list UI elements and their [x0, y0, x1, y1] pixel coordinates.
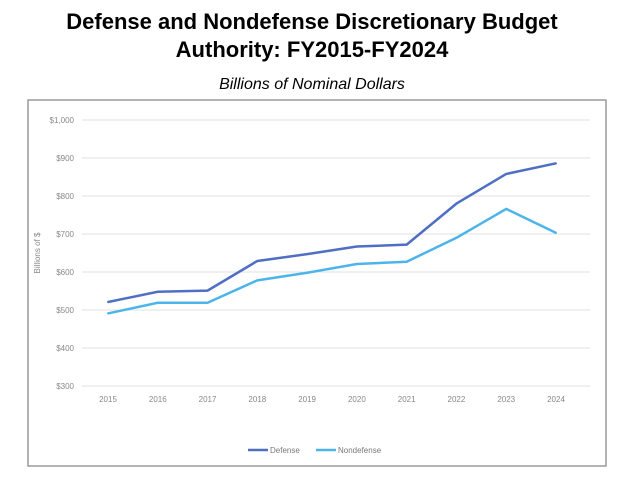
x-tick-label: 2018: [248, 395, 266, 404]
data-point-defense: [256, 259, 259, 262]
data-point-defense: [355, 245, 358, 248]
x-tick-label: 2022: [448, 395, 466, 404]
x-tick-label: 2015: [99, 395, 117, 404]
data-point-nondefense: [355, 263, 358, 266]
data-point-nondefense: [505, 207, 508, 210]
y-tick-label: $900: [56, 154, 74, 163]
data-point-defense: [306, 253, 309, 256]
y-tick-label: $400: [56, 344, 74, 353]
data-point-defense: [505, 172, 508, 175]
x-tick-label: 2019: [298, 395, 316, 404]
x-tick-label: 2021: [398, 395, 416, 404]
x-tick-label: 2024: [547, 395, 565, 404]
data-point-defense: [206, 289, 209, 292]
y-tick-label: $300: [56, 382, 74, 391]
chart-frame: [27, 99, 607, 467]
data-point-nondefense: [306, 271, 309, 274]
data-point-nondefense: [206, 301, 209, 304]
data-point-defense: [156, 290, 159, 293]
x-tick-label: 2023: [497, 395, 515, 404]
data-point-defense: [555, 162, 557, 165]
legend-label-defense: Defense: [270, 446, 300, 455]
chart-title-line-1: Defense and Nondefense Discretionary Bud…: [66, 9, 558, 34]
y-tick-label: $800: [56, 192, 74, 201]
x-tick-label: 2016: [149, 395, 167, 404]
data-point-nondefense: [455, 236, 458, 239]
data-point-nondefense: [156, 301, 159, 304]
data-point-nondefense: [555, 231, 557, 234]
y-tick-label: $700: [56, 230, 74, 239]
data-point-nondefense: [107, 312, 109, 315]
x-tick-label: 2017: [199, 395, 217, 404]
data-point-nondefense: [405, 260, 408, 263]
series-line-defense: [107, 162, 557, 304]
data-point-defense: [107, 301, 109, 304]
series-line-nondefense: [107, 207, 557, 315]
y-tick-label: $1,000: [50, 116, 75, 125]
y-axis-label: Billions of $: [33, 232, 42, 273]
x-tick-label: 2020: [348, 395, 366, 404]
y-tick-label: $500: [56, 306, 74, 315]
data-point-defense: [405, 243, 408, 246]
y-tick-label: $600: [56, 268, 74, 277]
data-point-defense: [455, 202, 458, 205]
data-point-nondefense: [256, 279, 259, 282]
legend-label-nondefense: Nondefense: [338, 446, 382, 455]
chart-subtitle: Billions of Nominal Dollars: [219, 76, 405, 93]
chart-title-line-2: Authority: FY2015-FY2024: [175, 37, 449, 62]
